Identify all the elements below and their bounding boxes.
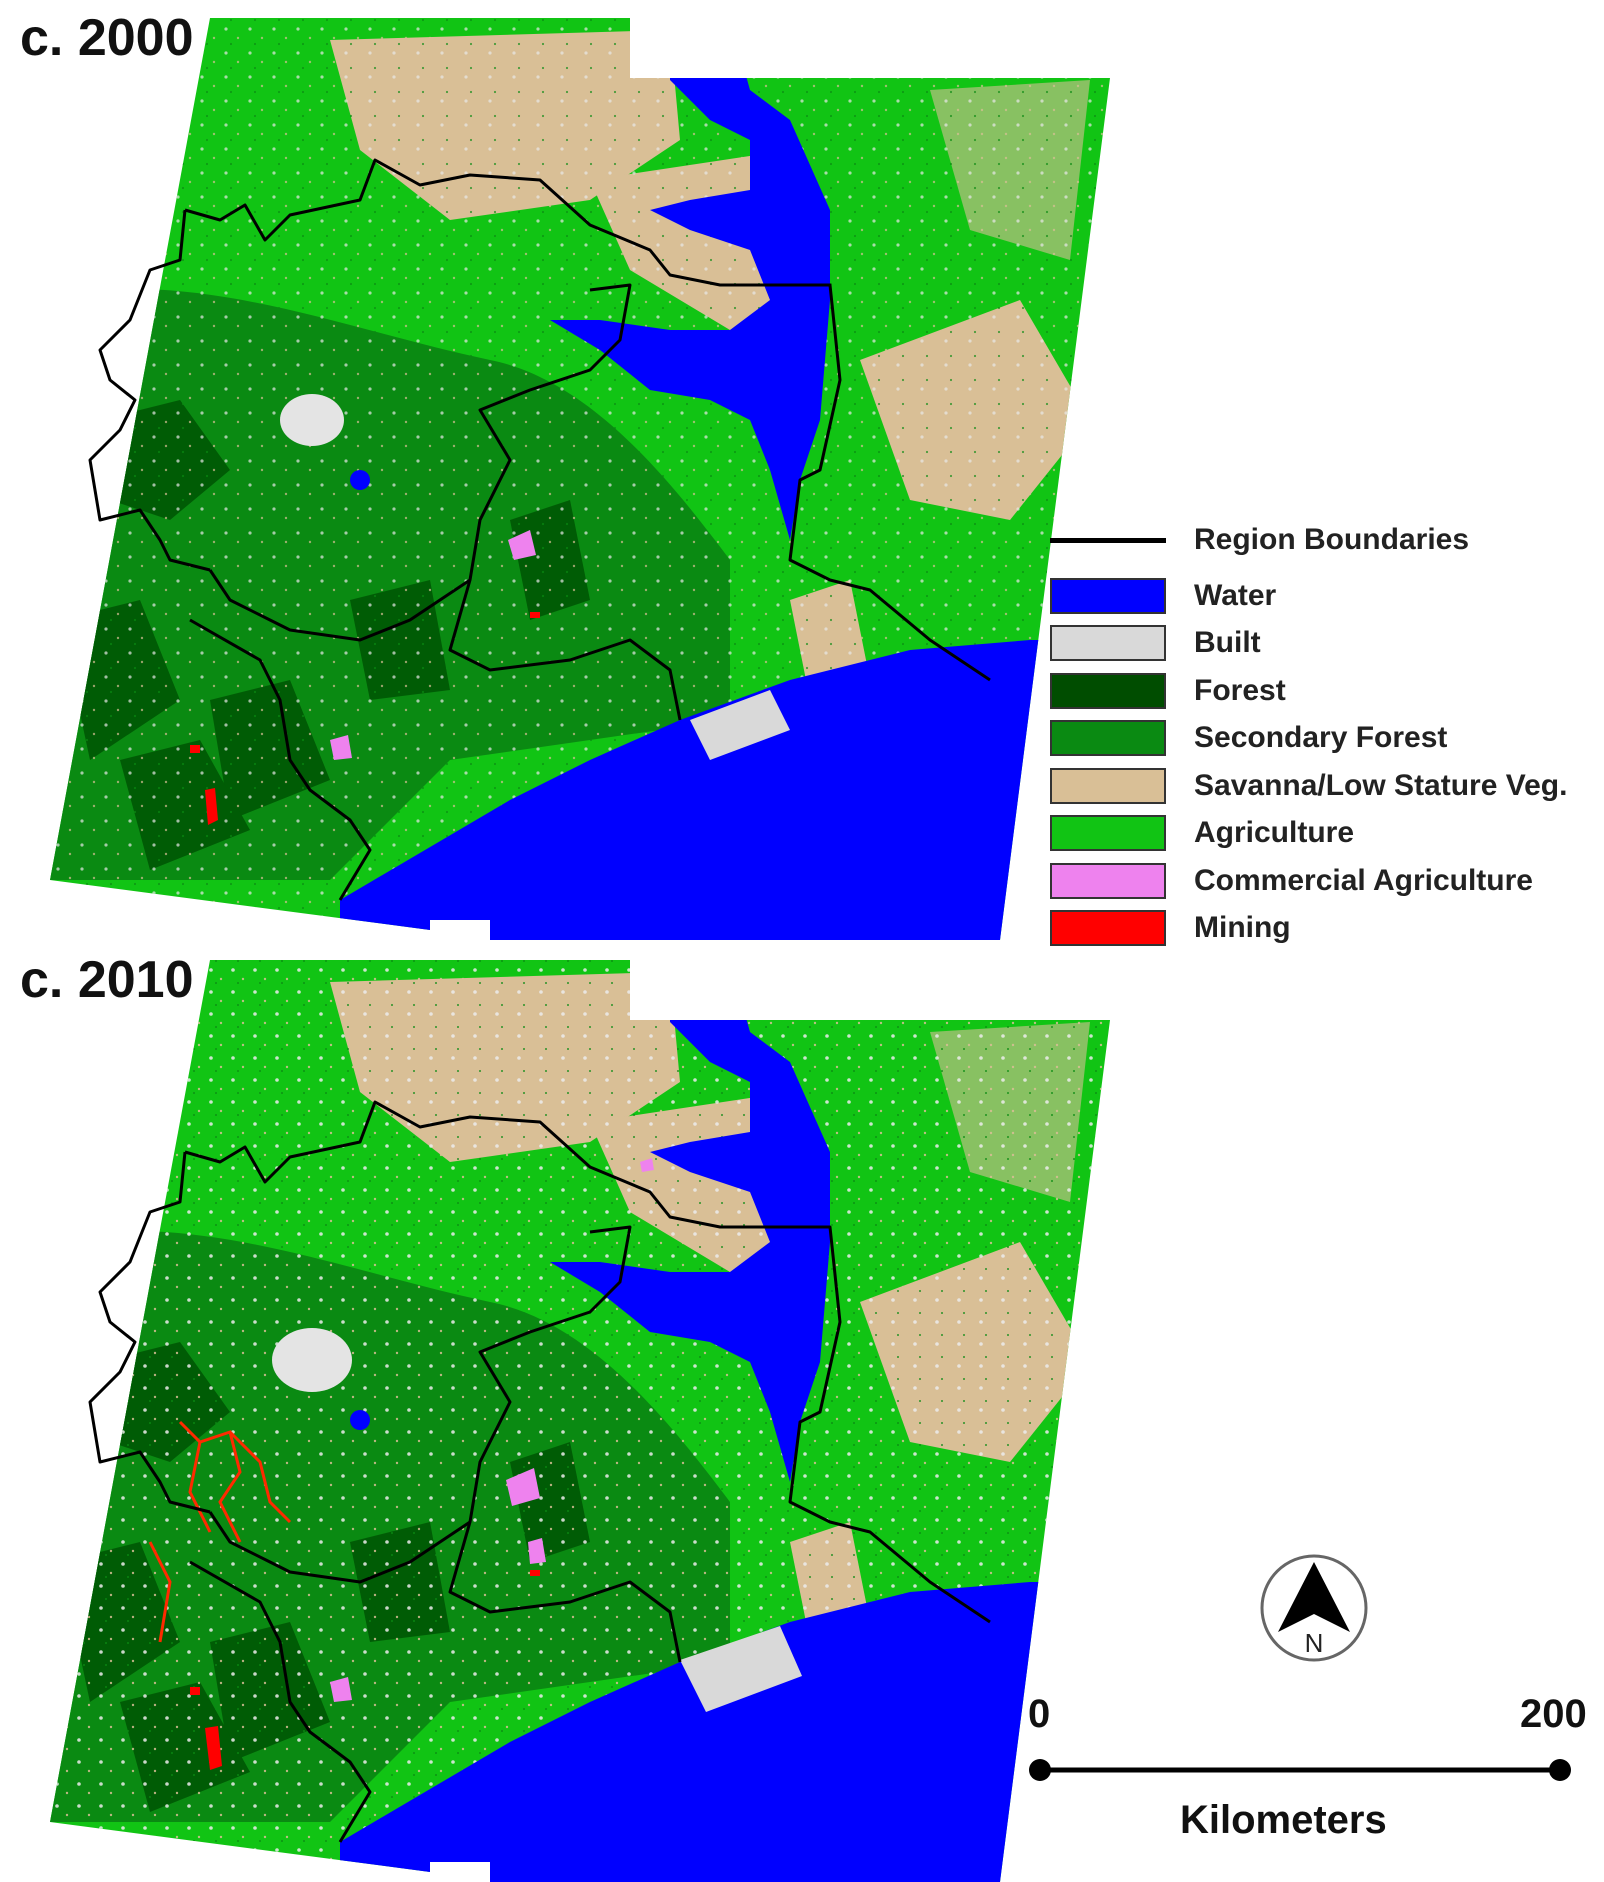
reservoir-water [550,18,830,540]
commercial-agriculture [508,530,536,560]
land-cover-map-2000 [50,18,1110,940]
ocean-water [340,640,1110,940]
legend-swatch [1050,910,1166,946]
mining [190,1687,200,1695]
region-boundary [88,209,211,572]
legend-swatch [1050,720,1166,756]
region-boundary [208,569,471,642]
mining [205,788,218,825]
lake [350,470,370,490]
region-boundary [189,618,372,901]
lake [350,1410,370,1430]
legend-label: Savanna/Low Stature Veg. [1194,769,1568,802]
legend-label: Commercial Agriculture [1194,864,1533,897]
legend-swatch [1050,768,1166,804]
legend-label: Mining [1194,911,1291,944]
scale-bar: 0 200 Kilometers [1020,1690,1604,1860]
north-label: N [1305,1628,1324,1658]
region-boundary [184,158,991,682]
mining [190,745,200,753]
scale-start-label: 0 [1028,1692,1051,1736]
legend-label: Region Boundaries [1194,523,1470,556]
region-boundary [189,1560,372,1843]
commercial-agriculture [640,1158,654,1172]
legend-label: Secondary Forest [1194,721,1448,754]
mining [205,1726,222,1770]
legend-swatch [1050,815,1166,851]
region-boundary [448,283,682,721]
panel-title-2000: c. 2000 [20,9,194,67]
region-boundary [208,1511,471,1584]
built-area [690,690,790,760]
land-cover-map-2010 [50,960,1110,1882]
scale-unit-label: Kilometers [1180,1798,1387,1842]
legend-label: Water [1194,579,1277,612]
scale-line [1029,1759,1571,1781]
commercial-agriculture [506,1468,540,1506]
scale-end-label: 200 [1520,1692,1587,1736]
ocean-water [340,1582,1110,1882]
region-boundary [448,1225,682,1663]
mining [530,1570,540,1576]
commercial-agriculture [528,1538,546,1564]
built-area [272,1328,352,1392]
legend-label: Built [1194,626,1261,659]
region-boundary [88,1151,211,1514]
built-area [280,394,344,446]
commercial-agriculture [330,1677,352,1702]
north-arrow-icon: N [1260,1554,1368,1662]
mining-network [148,1420,292,1643]
legend-swatch [1050,863,1166,899]
legend-swatch [1050,578,1166,614]
legend-label: Agriculture [1194,816,1355,849]
region-boundary [184,1100,991,1624]
legend-swatch [1050,625,1166,661]
mining [530,612,540,618]
reservoir-water [550,960,830,1482]
panel-title-2010: c. 2010 [20,951,194,1009]
legend-label: Forest [1194,674,1286,707]
commercial-agriculture [330,735,352,760]
built-area [680,1626,802,1712]
legend-swatch [1050,673,1166,709]
legend-line-symbol [1050,538,1166,543]
